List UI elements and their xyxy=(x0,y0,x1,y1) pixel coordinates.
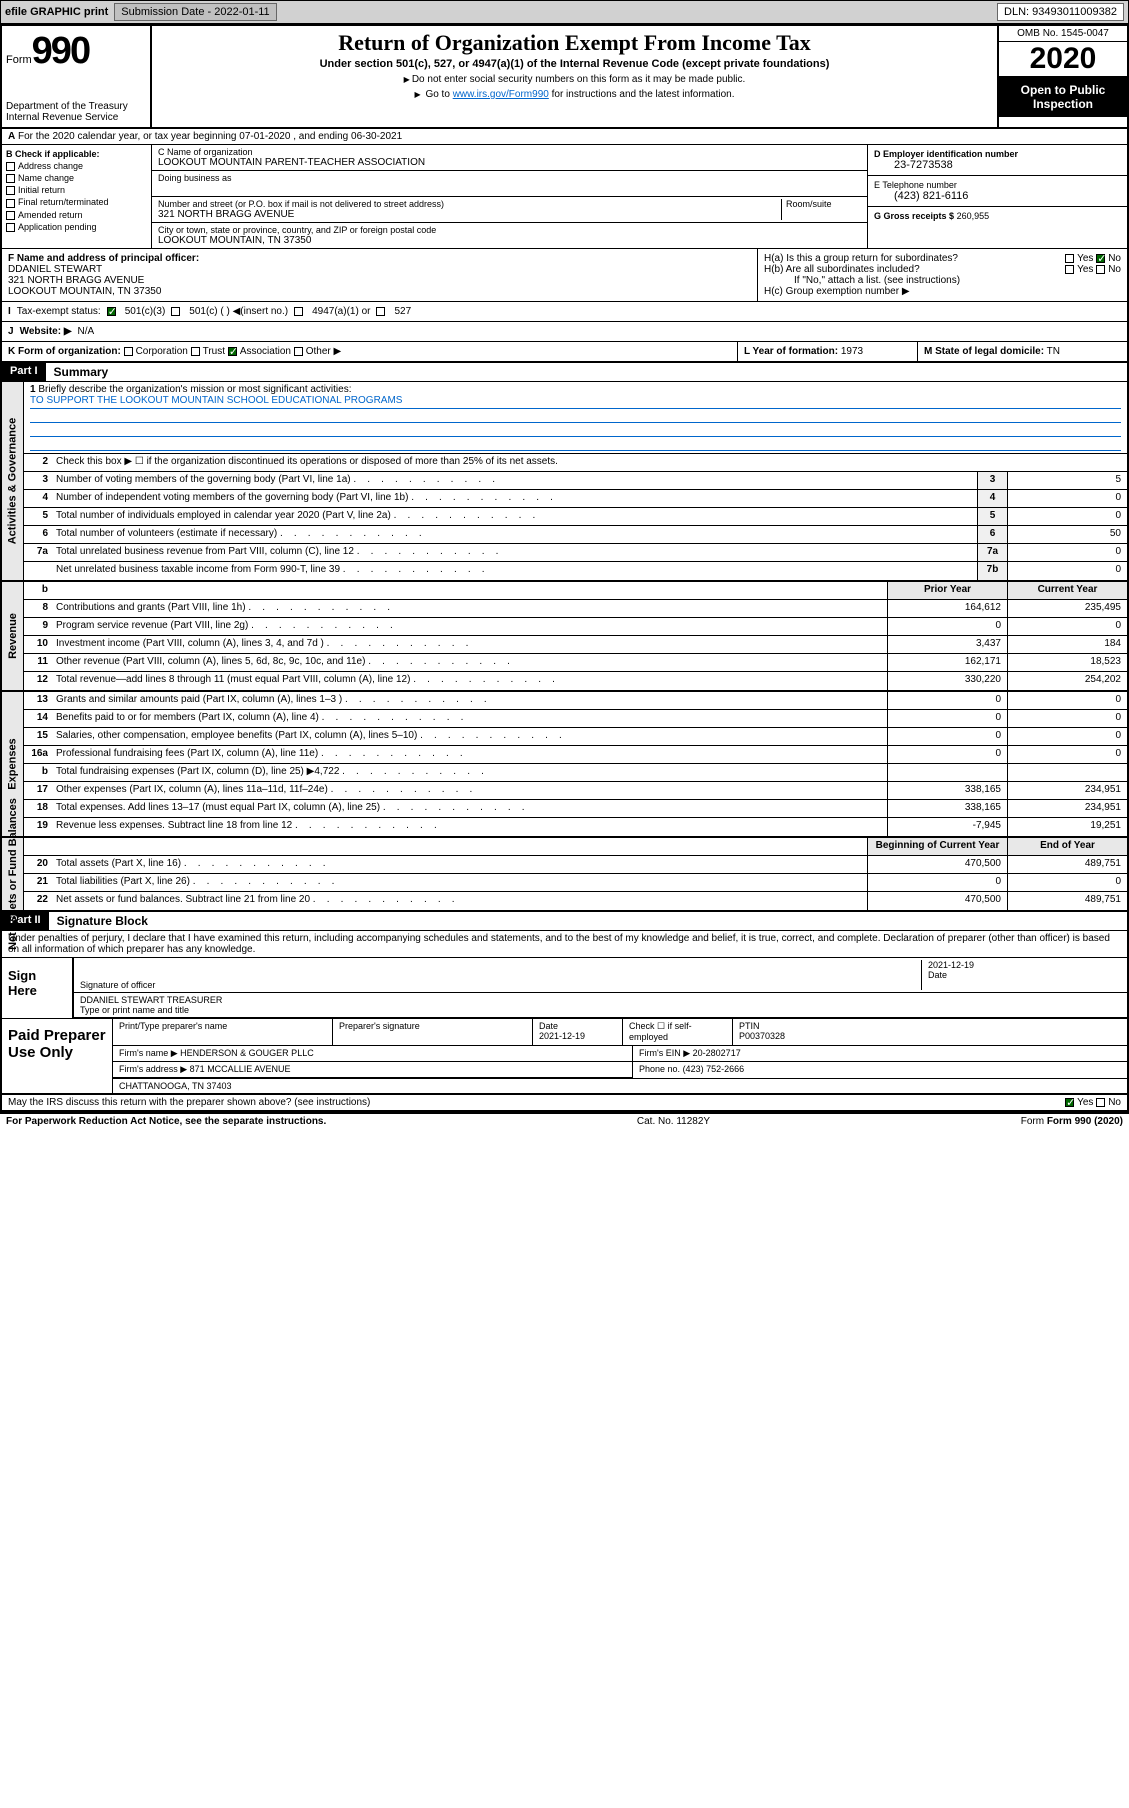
form-title: Return of Organization Exempt From Incom… xyxy=(160,30,989,56)
line-6: 6Total number of volunteers (estimate if… xyxy=(24,526,1127,544)
part-1-revenue: Revenue bPrior YearCurrent Year 8Contrib… xyxy=(2,582,1127,692)
line-13: 13Grants and similar amounts paid (Part … xyxy=(24,692,1127,710)
line-12: 12Total revenue—add lines 8 through 11 (… xyxy=(24,672,1127,690)
ptin-value: P00370328 xyxy=(739,1031,1121,1041)
gross-receipts: 260,955 xyxy=(957,211,990,221)
chk-application-pending[interactable]: Application pending xyxy=(6,222,147,232)
line-10: 10Investment income (Part VIII, column (… xyxy=(24,636,1127,654)
part-1-netassets: Net Assets or Fund Balances Beginning of… xyxy=(2,838,1127,912)
chk-address-change[interactable]: Address change xyxy=(6,161,147,171)
line-18: 18Total expenses. Add lines 13–17 (must … xyxy=(24,800,1127,818)
part-1-governance: Activities & Governance 1 Briefly descri… xyxy=(2,382,1127,582)
line-14: 14Benefits paid to or for members (Part … xyxy=(24,710,1127,728)
chk-4947[interactable] xyxy=(294,307,303,316)
row-j-website: J Website: ▶ N/A xyxy=(2,322,1127,342)
chk-discuss-yes[interactable] xyxy=(1065,1098,1074,1107)
box-b-checkboxes: B Check if applicable: Address change Na… xyxy=(2,145,152,248)
prep-date: 2021-12-19 xyxy=(539,1031,616,1041)
part-1-expenses: Expenses 13Grants and similar amounts pa… xyxy=(2,692,1127,838)
chk-association[interactable] xyxy=(228,347,237,356)
inspection-badge: Open to Public Inspection xyxy=(999,77,1127,117)
officer-name: DDANIEL STEWART xyxy=(8,264,751,275)
side-revenue: Revenue xyxy=(2,582,24,690)
signature-declaration: Under penalties of perjury, I declare th… xyxy=(2,931,1127,958)
line-15: 15Salaries, other compensation, employee… xyxy=(24,728,1127,746)
efile-label: efile GRAPHIC print xyxy=(5,6,108,18)
part-2-header: Part II Signature Block xyxy=(2,912,1127,931)
officer-name-title: DDANIEL STEWART TREASURER xyxy=(80,995,222,1005)
dln-value: DLN: 93493011009382 xyxy=(997,3,1124,21)
state-domicile: TN xyxy=(1047,346,1060,357)
year-formation: 1973 xyxy=(841,346,863,357)
org-city: LOOKOUT MOUNTAIN, TN 37350 xyxy=(158,235,861,246)
section-b-to-g: B Check if applicable: Address change Na… xyxy=(2,145,1127,249)
form-990: Form990 Department of the Treasury Inter… xyxy=(0,24,1129,1114)
line-16a: 16aProfessional fundraising fees (Part I… xyxy=(24,746,1127,764)
form-number: 990 xyxy=(32,30,89,72)
chk-name-change[interactable]: Name change xyxy=(6,173,147,183)
form-subtitle: Under section 501(c), 527, or 4947(a)(1)… xyxy=(160,58,989,70)
chk-501c[interactable] xyxy=(171,307,180,316)
firm-phone: (423) 752-2666 xyxy=(683,1064,745,1074)
page-footer: For Paperwork Reduction Act Notice, see … xyxy=(0,1114,1129,1129)
line-7a: 7aTotal unrelated business revenue from … xyxy=(24,544,1127,562)
chk-527[interactable] xyxy=(376,307,385,316)
section-f-h: F Name and address of principal officer:… xyxy=(2,249,1127,302)
row-i-tax-status: I Tax-exempt status: 501(c)(3) 501(c) ( … xyxy=(2,302,1127,322)
chk-501c3[interactable] xyxy=(107,307,116,316)
website-value: N/A xyxy=(78,326,95,337)
chk-final-return[interactable]: Final return/terminated xyxy=(6,197,147,207)
chk-corporation[interactable] xyxy=(124,347,133,356)
line-9: 9Program service revenue (Part VIII, lin… xyxy=(24,618,1127,636)
firm-name: HENDERSON & GOUGER PLLC xyxy=(180,1048,314,1058)
ein-value: 23-7273538 xyxy=(874,159,1121,171)
line-3: 3Number of voting members of the governi… xyxy=(24,472,1127,490)
note-link: Go to www.irs.gov/Form990 for instructio… xyxy=(160,89,989,100)
row-k-l-m: K Form of organization: Corporation Trus… xyxy=(2,342,1127,363)
line-11: 11Other revenue (Part VIII, column (A), … xyxy=(24,654,1127,672)
tax-year: 2020 xyxy=(999,42,1127,77)
chk-discuss-no[interactable] xyxy=(1096,1098,1105,1107)
omb-number: OMB No. 1545-0047 xyxy=(999,26,1127,42)
note-ssn: Do not enter social security numbers on … xyxy=(160,74,989,85)
form-word: Form xyxy=(6,54,32,66)
sign-date: 2021-12-19 xyxy=(928,960,1121,970)
line-7b: Net unrelated business taxable income fr… xyxy=(24,562,1127,580)
firm-ein: 20-2802717 xyxy=(693,1048,741,1058)
line-8: 8Contributions and grants (Part VIII, li… xyxy=(24,600,1127,618)
form-header: Form990 Department of the Treasury Inter… xyxy=(2,26,1127,129)
chk-other[interactable] xyxy=(294,347,303,356)
firm-address: 871 MCCALLIE AVENUE xyxy=(190,1064,291,1074)
sign-here-section: Sign Here Signature of officer 2021-12-1… xyxy=(2,958,1127,1019)
box-d-e-g: D Employer identification number 23-7273… xyxy=(867,145,1127,248)
chk-initial-return[interactable]: Initial return xyxy=(6,185,147,195)
line-4: 4Number of independent voting members of… xyxy=(24,490,1127,508)
chk-amended-return[interactable]: Amended return xyxy=(6,210,147,220)
submission-date-button[interactable]: Submission Date - 2022-01-11 xyxy=(114,3,276,21)
phone-value: (423) 821-6116 xyxy=(874,190,1121,202)
mission-text: TO SUPPORT THE LOOKOUT MOUNTAIN SCHOOL E… xyxy=(30,395,1121,409)
side-netassets: Net Assets or Fund Balances xyxy=(2,838,24,910)
org-name: LOOKOUT MOUNTAIN PARENT-TEACHER ASSOCIAT… xyxy=(158,157,861,168)
line-17: 17Other expenses (Part IX, column (A), l… xyxy=(24,782,1127,800)
part-1-header: Part I Summary xyxy=(2,363,1127,382)
line-20: 20Total assets (Part X, line 16)470,5004… xyxy=(24,856,1127,874)
line-22: 22Net assets or fund balances. Subtract … xyxy=(24,892,1127,910)
box-c-org-info: C Name of organization LOOKOUT MOUNTAIN … xyxy=(152,145,867,248)
firm-city: CHATTANOOGA, TN 37403 xyxy=(119,1081,232,1091)
line-19: 19Revenue less expenses. Subtract line 1… xyxy=(24,818,1127,836)
irs-link[interactable]: www.irs.gov/Form990 xyxy=(453,89,549,100)
paid-preparer-section: Paid Preparer Use Only Print/Type prepar… xyxy=(2,1019,1127,1095)
line-5: 5Total number of individuals employed in… xyxy=(24,508,1127,526)
row-a-tax-year: A For the 2020 calendar year, or tax yea… xyxy=(2,129,1127,145)
department-label: Department of the Treasury Internal Reve… xyxy=(6,101,146,123)
side-governance: Activities & Governance xyxy=(2,382,24,580)
chk-trust[interactable] xyxy=(191,347,200,356)
line-b: bTotal fundraising expenses (Part IX, co… xyxy=(24,764,1127,782)
top-bar: efile GRAPHIC print Submission Date - 20… xyxy=(0,0,1129,24)
discuss-row: May the IRS discuss this return with the… xyxy=(2,1095,1127,1112)
org-address: 321 NORTH BRAGG AVENUE xyxy=(158,209,781,220)
line-21: 21Total liabilities (Part X, line 26)00 xyxy=(24,874,1127,892)
